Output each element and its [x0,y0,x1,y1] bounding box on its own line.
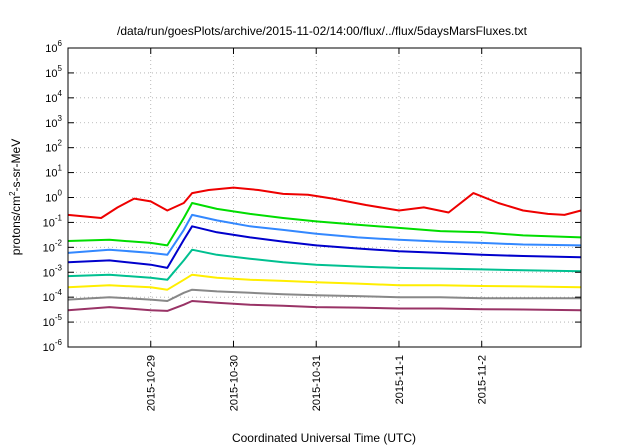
series-line-5 [67,248,582,281]
y-tick-label: 102 [45,139,62,155]
y-tick-label: 10-1 [43,213,63,229]
series-layer [67,186,582,312]
x-tick-label: 2015-11-1 [394,355,406,404]
series-line-7 [67,288,581,302]
series-line-6 [67,273,582,291]
y-tick-label: 10-4 [43,288,63,304]
y-tick-label: 103 [45,114,62,130]
y-axis: 10-6 10-5 10-4 10-3 10-2 10-1 100 101 102 103 104 1… [43,39,581,354]
series-line-4 [67,225,582,269]
x-tick-label: 2015-11-2 [477,355,489,404]
series-line-3 [67,213,582,256]
y-tick-label: 106 [45,39,62,55]
y-tick-label: 100 [45,189,62,205]
x-axis: 2015-10-29 2015-10-30 2015-10-31 2015-11-1 2… [146,48,489,411]
chart-title: /data/run/goesPlots/archive/2015-11-02/1… [117,24,528,38]
series-line-2 [67,202,582,247]
y-tick-label: 101 [45,164,62,180]
y-tick-label: 10-5 [43,313,63,329]
y-tick-label: 104 [45,89,62,105]
x-tick-label: 2015-10-31 [311,355,323,411]
x-tick-label: 2015-10-29 [146,355,158,411]
series-line-1 [67,186,582,219]
y-tick-label: 105 [45,64,62,80]
x-tick-label: 2015-10-30 [228,355,240,411]
x-axis-label: Coordinated Universal Time (UTC) [232,431,416,445]
y-tick-label: 10-2 [43,238,63,254]
y-tick-label: 10-6 [43,338,63,354]
y-axis-label: protons/cm2-s-sr-MeV [8,139,23,255]
y-tick-label: 10-3 [43,263,63,279]
series-line-8 [67,300,582,312]
